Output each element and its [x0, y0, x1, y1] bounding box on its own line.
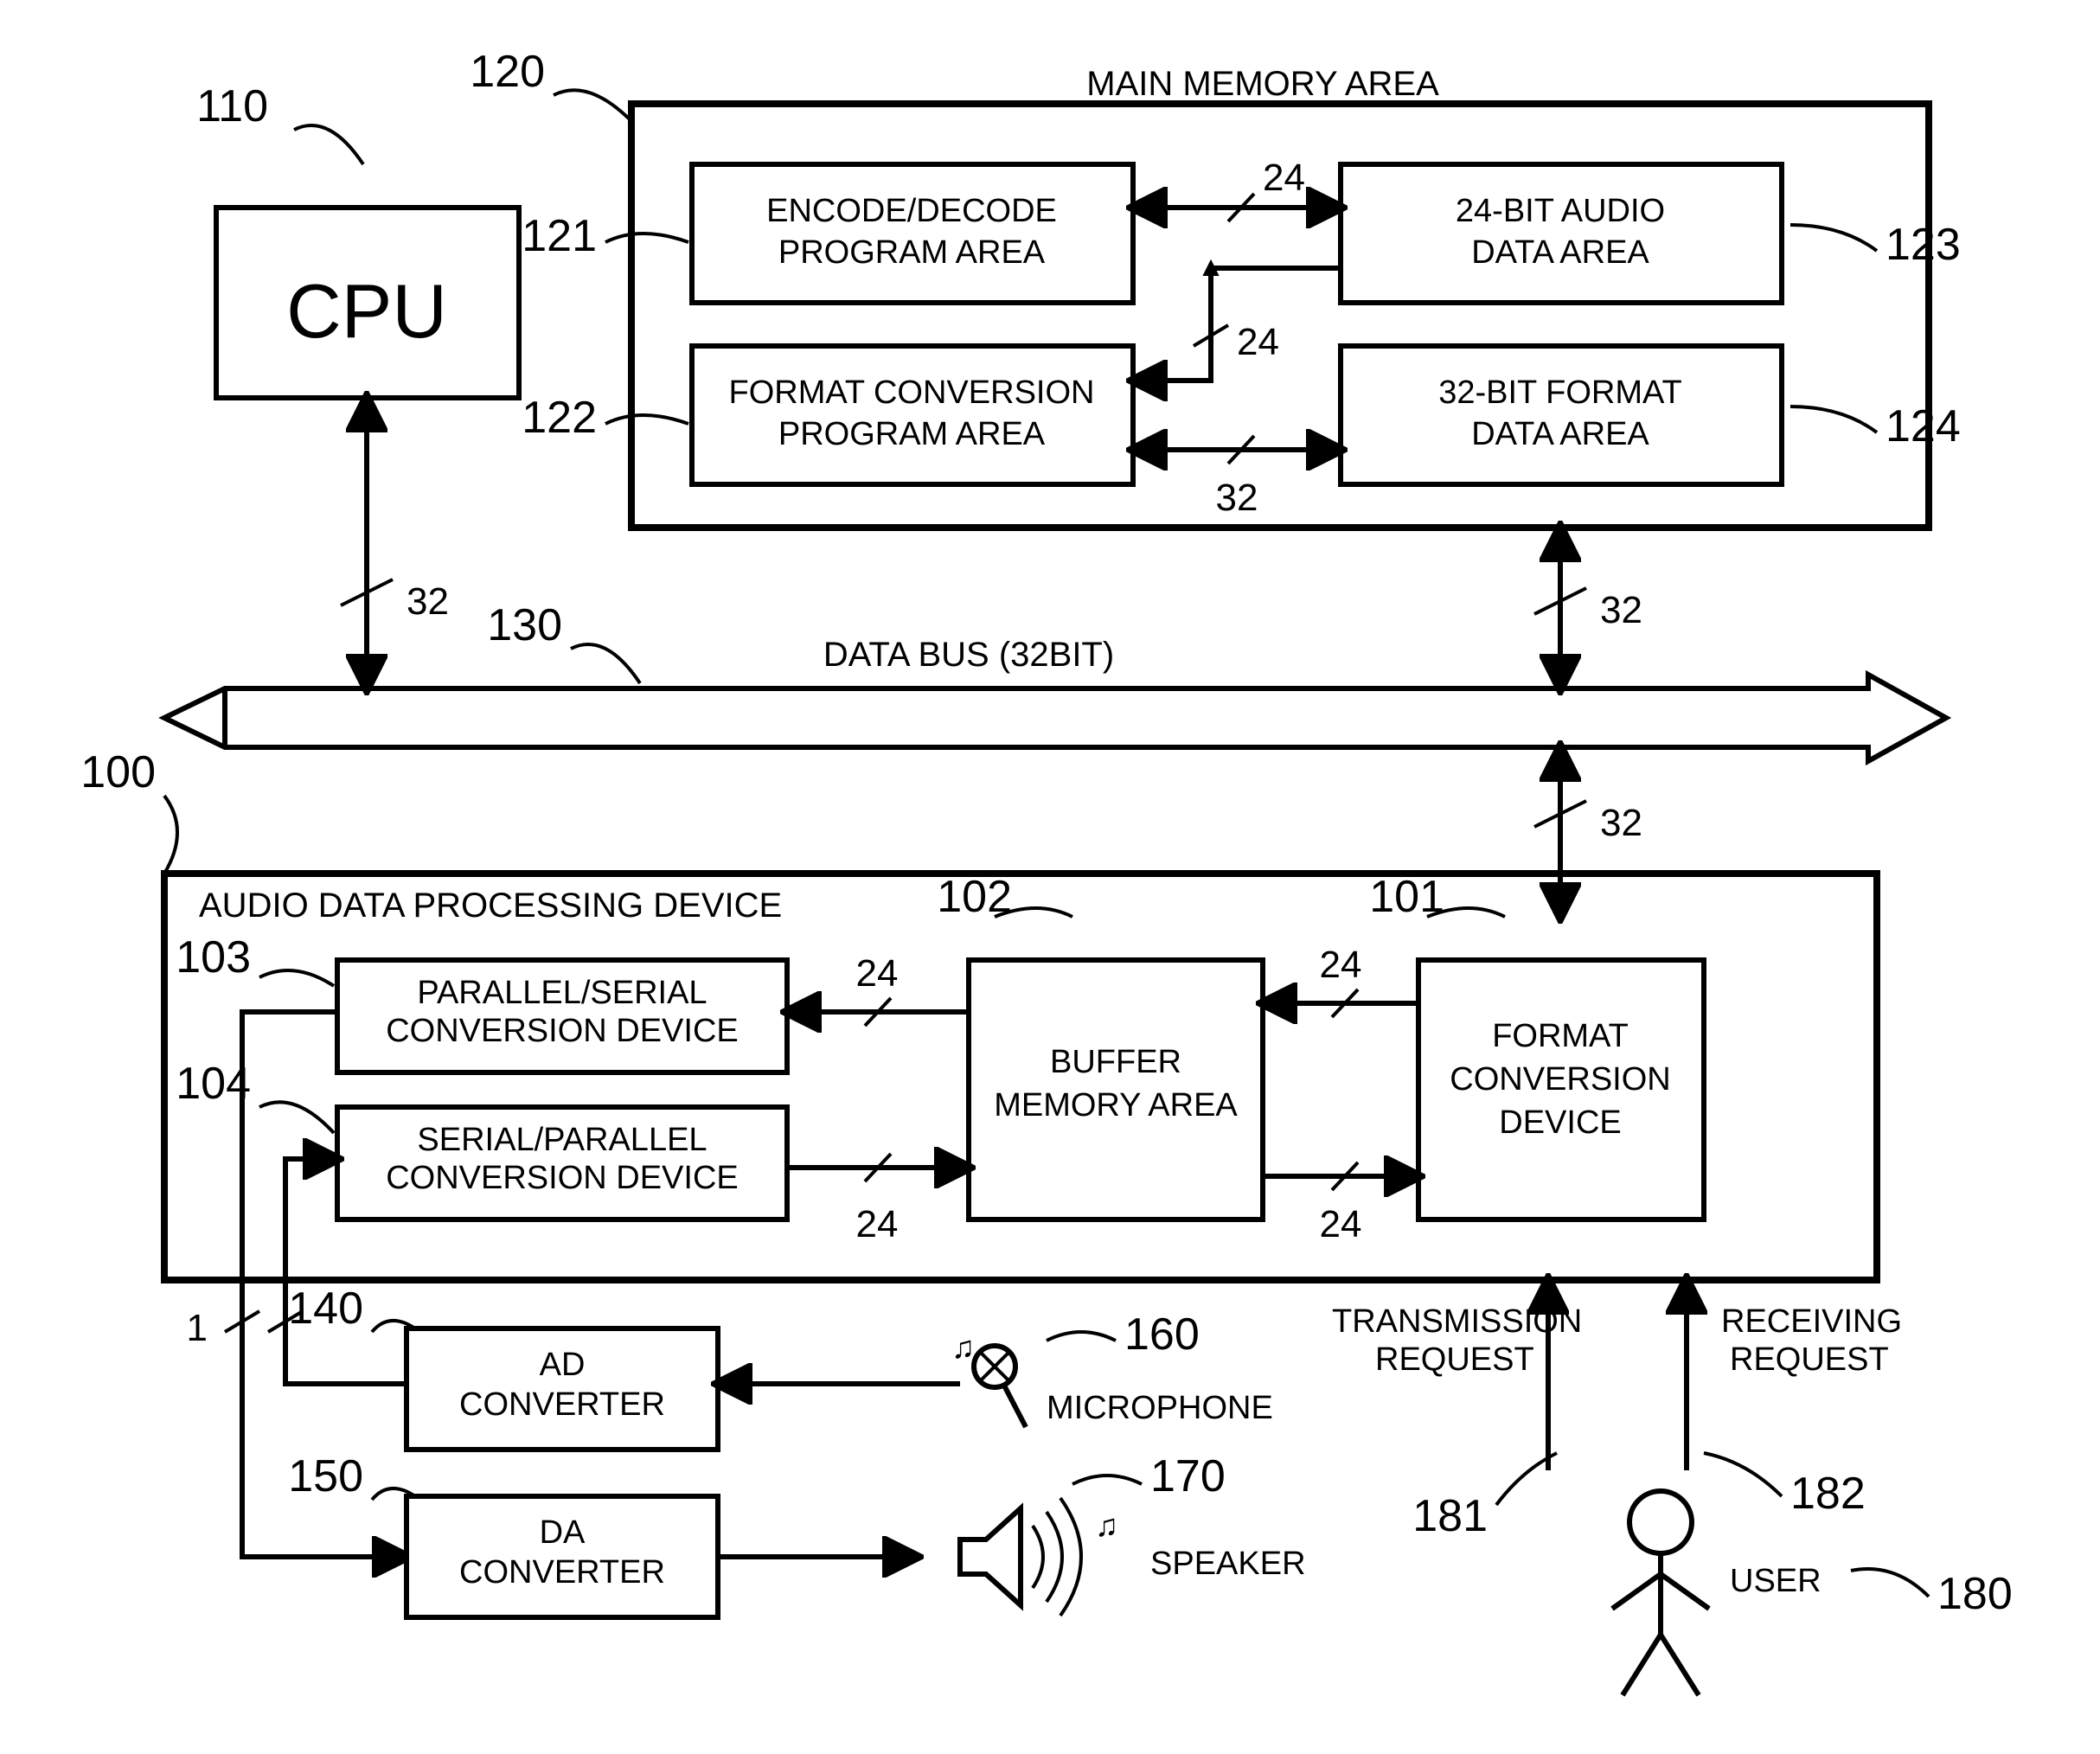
microphone: ♫ MICROPHONE 160 — [718, 1309, 1273, 1427]
svg-text:124: 124 — [1886, 401, 1961, 451]
svg-text:PROGRAM AREA: PROGRAM AREA — [778, 416, 1046, 452]
svg-text:CONVERTER: CONVERTER — [459, 1554, 665, 1591]
svg-text:32: 32 — [1600, 802, 1642, 844]
user-icon — [1612, 1491, 1709, 1695]
svg-text:SERIAL/PARALLEL: SERIAL/PARALLEL — [417, 1122, 707, 1158]
svg-text:FORMAT CONVERSION: FORMAT CONVERSION — [729, 374, 1095, 411]
tx-request: TRANSMISSION REQUEST 181 — [1332, 1280, 1582, 1541]
svg-text:180: 180 — [1937, 1569, 2013, 1619]
svg-text:160: 160 — [1124, 1309, 1200, 1360]
svg-text:CONVERSION DEVICE: CONVERSION DEVICE — [386, 1160, 739, 1196]
svg-text:182: 182 — [1790, 1469, 1866, 1519]
svg-text:CONVERSION: CONVERSION — [1450, 1061, 1670, 1098]
svg-text:130: 130 — [487, 600, 562, 650]
svg-text:REQUEST: REQUEST — [1730, 1341, 1889, 1378]
svg-text:32-BIT FORMAT: 32-BIT FORMAT — [1438, 374, 1682, 411]
mem-title: MAIN MEMORY AREA — [1086, 65, 1439, 103]
cpu-block: CPU 110 — [196, 81, 519, 398]
cpu-bus-bits: 32 — [407, 580, 449, 623]
svg-text:104: 104 — [176, 1059, 251, 1109]
svg-text:PROGRAM AREA: PROGRAM AREA — [778, 234, 1046, 271]
block-diagram: CPU 110 32 MAIN MEMORY AREA 120 ENCODE/D… — [0, 0, 2100, 1754]
svg-text:24: 24 — [1263, 157, 1305, 199]
cpu-ref: 110 — [196, 81, 268, 131]
svg-text:PARALLEL/SERIAL: PARALLEL/SERIAL — [417, 975, 707, 1011]
svg-text:24: 24 — [856, 1203, 899, 1245]
svg-text:170: 170 — [1150, 1451, 1226, 1501]
svg-text:FORMAT: FORMAT — [1492, 1018, 1629, 1054]
svg-text:103: 103 — [176, 932, 251, 983]
svg-text:CONVERTER: CONVERTER — [459, 1386, 665, 1423]
svg-text:24: 24 — [856, 952, 899, 995]
svg-text:122: 122 — [522, 393, 597, 443]
svg-text:DATA AREA: DATA AREA — [1471, 416, 1649, 452]
svg-text:1: 1 — [187, 1307, 208, 1349]
cpu-label: CPU — [286, 268, 447, 354]
svg-text:USER: USER — [1730, 1563, 1821, 1599]
svg-text:DEVICE: DEVICE — [1499, 1104, 1621, 1141]
data-bus: DATA BUS (32BIT) 130 — [164, 600, 1946, 761]
svg-text:MEMORY AREA: MEMORY AREA — [994, 1087, 1238, 1123]
svg-text:32: 32 — [1600, 589, 1642, 631]
svg-text:DATA AREA: DATA AREA — [1471, 234, 1649, 271]
svg-text:SPEAKER: SPEAKER — [1150, 1546, 1306, 1582]
svg-text:102: 102 — [937, 872, 1012, 922]
svg-text:32: 32 — [1216, 477, 1258, 519]
audio-ref: 100 — [80, 747, 177, 874]
cpu-bus-link: 32 — [341, 398, 449, 688]
svg-text:121: 121 — [522, 211, 597, 261]
svg-text:24: 24 — [1320, 1203, 1362, 1245]
svg-text:ENCODE/DECODE: ENCODE/DECODE — [766, 193, 1057, 229]
svg-text:RECEIVING: RECEIVING — [1721, 1303, 1902, 1340]
ad-converter: AD CONVERTER 140 — [288, 1283, 718, 1450]
svg-text:REQUEST: REQUEST — [1375, 1341, 1534, 1378]
svg-text:24: 24 — [1237, 321, 1279, 363]
mem-bus-link: 32 — [1534, 528, 1642, 688]
svg-text:AUDIO DATA PROCESSING DEVICE: AUDIO DATA PROCESSING DEVICE — [199, 887, 782, 925]
svg-text:DATA BUS (32BIT): DATA BUS (32BIT) — [823, 636, 1114, 674]
svg-text:100: 100 — [80, 747, 156, 797]
svg-text:150: 150 — [288, 1451, 363, 1501]
svg-text:181: 181 — [1412, 1491, 1488, 1541]
svg-text:BUFFER: BUFFER — [1050, 1044, 1181, 1080]
svg-text:123: 123 — [1886, 220, 1961, 270]
svg-text:140: 140 — [288, 1283, 363, 1334]
svg-text:101: 101 — [1369, 872, 1444, 922]
svg-text:CONVERSION DEVICE: CONVERSION DEVICE — [386, 1013, 739, 1049]
svg-text:♫: ♫ — [951, 1329, 975, 1365]
svg-text:TRANSMISSION: TRANSMISSION — [1332, 1303, 1582, 1340]
svg-text:MICROPHONE: MICROPHONE — [1047, 1390, 1273, 1426]
audio-block: AUDIO DATA PROCESSING DEVICE FORMAT CONV… — [164, 872, 1877, 1280]
speaker-icon: ♫ — [960, 1498, 1118, 1616]
svg-text:DA: DA — [540, 1514, 586, 1551]
svg-text:♫: ♫ — [1095, 1508, 1118, 1543]
speaker: ♫ SPEAKER 170 — [718, 1451, 1306, 1616]
svg-text:AD: AD — [540, 1347, 586, 1383]
mem-ref: 120 — [470, 47, 545, 97]
main-memory-block: MAIN MEMORY AREA 120 ENCODE/DECODE PROGR… — [470, 47, 1961, 528]
audio-bus-link: 32 — [1534, 747, 1642, 917]
svg-text:24: 24 — [1320, 944, 1362, 986]
svg-text:24-BIT AUDIO: 24-BIT AUDIO — [1456, 193, 1665, 229]
user: USER 180 — [1612, 1491, 2013, 1695]
rx-request: RECEIVING REQUEST 182 — [1687, 1280, 1902, 1519]
da-converter: DA CONVERTER 150 — [288, 1451, 718, 1617]
